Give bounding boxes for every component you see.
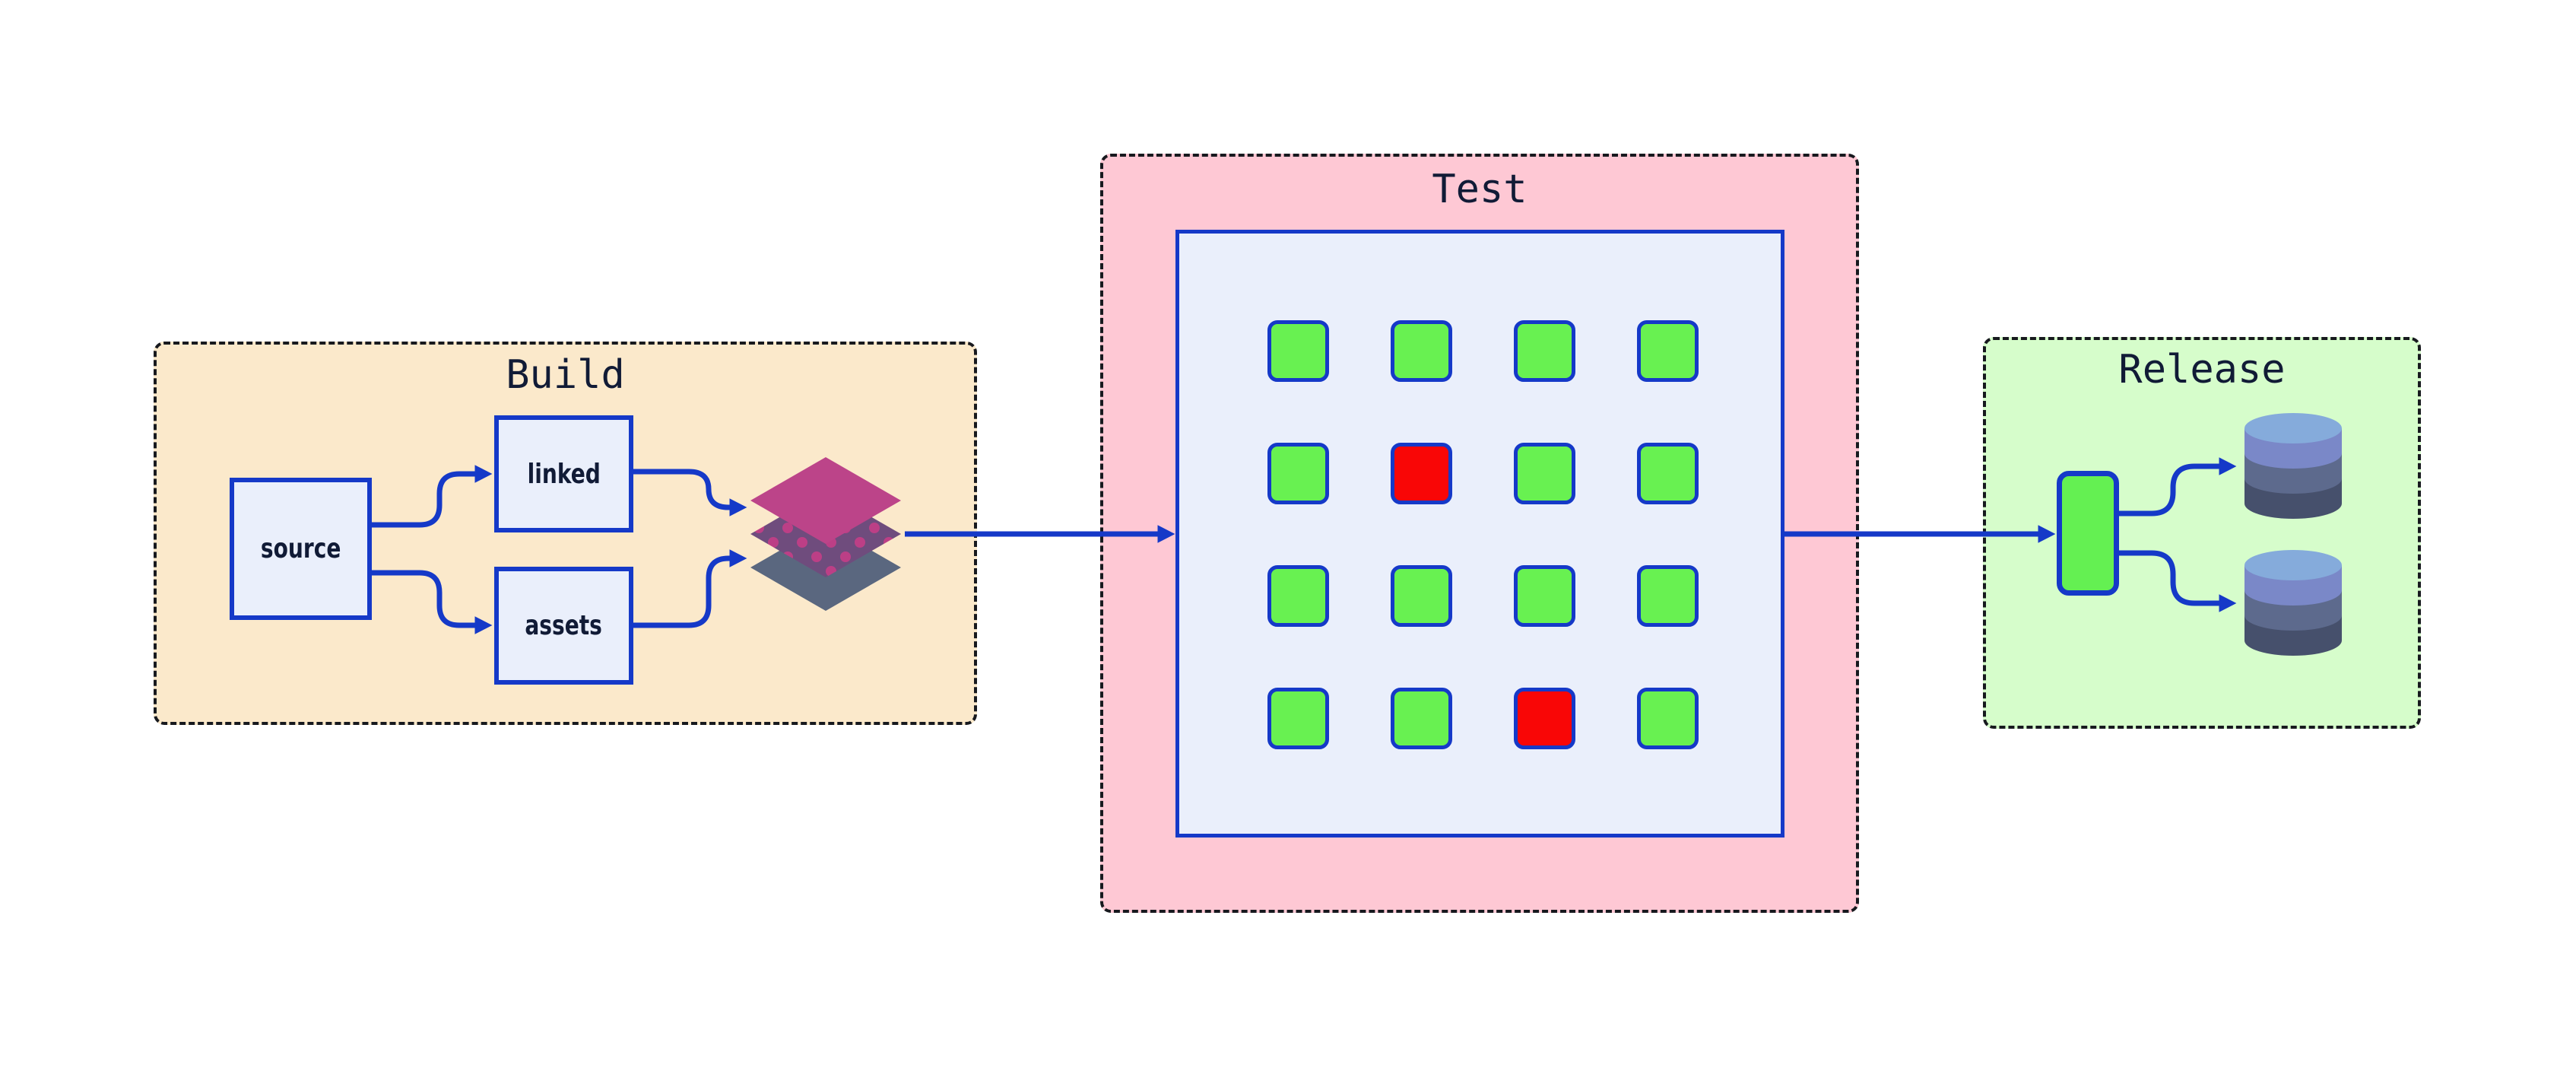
test-cell-pass: [1267, 565, 1329, 627]
release-group-title: Release: [2118, 347, 2286, 393]
test-cell-pass: [1267, 443, 1329, 504]
test-cell-pass: [1637, 320, 1699, 382]
release-group: Release: [1983, 337, 2421, 729]
test-cell-pass: [1514, 443, 1575, 504]
test-cell-pass: [1391, 565, 1452, 627]
node-source: source: [230, 478, 372, 620]
test-cell-pass: [1391, 320, 1452, 382]
test-cell-pass: [1267, 320, 1329, 382]
node-linked-label: linked: [527, 458, 601, 490]
test-cell-pass: [1514, 320, 1575, 382]
test-cell-pass: [1637, 565, 1699, 627]
release-artifact: [2057, 471, 2119, 596]
test-grid: [1267, 320, 1699, 749]
test-cell-pass: [1391, 688, 1452, 749]
test-cell-pass: [1637, 443, 1699, 504]
test-cell-pass: [1637, 688, 1699, 749]
test-cell-fail: [1391, 443, 1452, 504]
node-assets: assets: [494, 567, 633, 685]
build-group-title: Build: [506, 352, 625, 398]
node-source-label: source: [260, 533, 341, 564]
test-cell-pass: [1514, 565, 1575, 627]
node-linked: linked: [494, 415, 633, 532]
node-assets-label: assets: [525, 610, 603, 641]
test-cell-fail: [1514, 688, 1575, 749]
test-group-title: Test: [1432, 167, 1528, 212]
test-cell-pass: [1267, 688, 1329, 749]
